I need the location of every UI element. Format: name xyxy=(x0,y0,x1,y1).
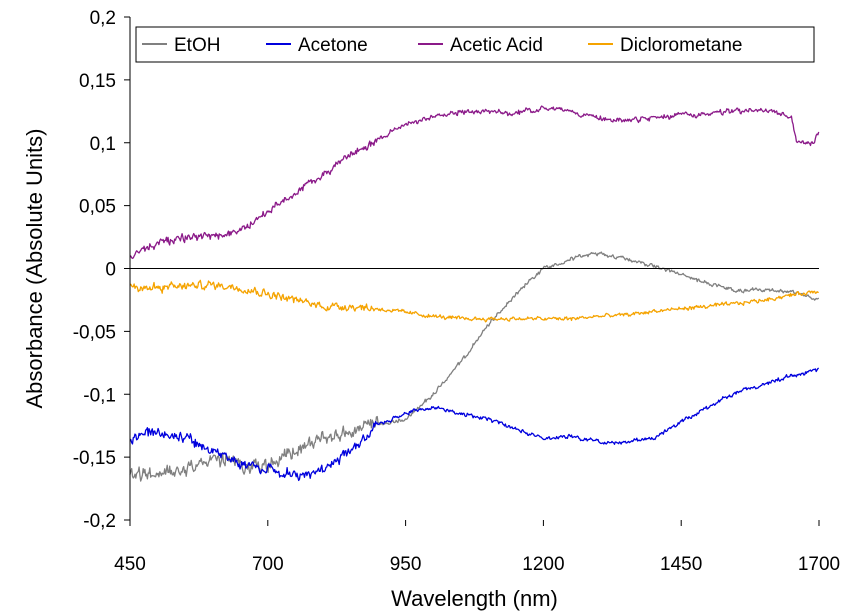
x-tick-label: 450 xyxy=(114,554,146,575)
y-tick-label: 0,15 xyxy=(79,71,116,92)
legend-label: Diclorometane xyxy=(620,35,743,56)
y-axis-title: Absorbance (Absolute Units) xyxy=(22,128,47,408)
x-tick-label: 1450 xyxy=(660,554,702,575)
axis-layer xyxy=(129,17,819,520)
y-tick-label: 0 xyxy=(105,260,116,281)
series-line-diclorometane xyxy=(129,279,819,323)
x-tick-label: 700 xyxy=(252,554,284,575)
y-tick-label: 0,1 xyxy=(90,134,116,155)
tick-layer: -0,2 -0,15 -0,1 -0,05 0 0,05 0,1 0,15 0,2 450 700 9… xyxy=(73,8,840,575)
legend-box xyxy=(135,26,815,63)
series-line-acetic-acid xyxy=(129,105,820,260)
legend-label: Acetic Acid xyxy=(450,35,543,56)
series-line-etoh xyxy=(129,251,820,482)
legend: EtOH Acetone Acetic Acid Diclorometane xyxy=(135,26,815,63)
x-tick-label: 1200 xyxy=(522,554,564,575)
y-tick-label: -0,2 xyxy=(83,511,116,532)
y-tick-label: 0,05 xyxy=(79,197,116,218)
x-axis-title: Wavelength (nm) xyxy=(391,586,558,611)
y-tick-label: 0,2 xyxy=(90,8,116,29)
series-layer xyxy=(129,105,820,482)
legend-label: Acetone xyxy=(298,35,368,56)
x-tick-label: 950 xyxy=(390,554,422,575)
x-tick-label: 1700 xyxy=(798,554,840,575)
legend-label: EtOH xyxy=(174,35,220,56)
y-tick-label: -0,05 xyxy=(73,322,116,343)
y-tick-label: -0,1 xyxy=(83,385,116,406)
series-line-acetone xyxy=(129,367,820,482)
y-tick-label: -0,15 xyxy=(73,448,116,469)
